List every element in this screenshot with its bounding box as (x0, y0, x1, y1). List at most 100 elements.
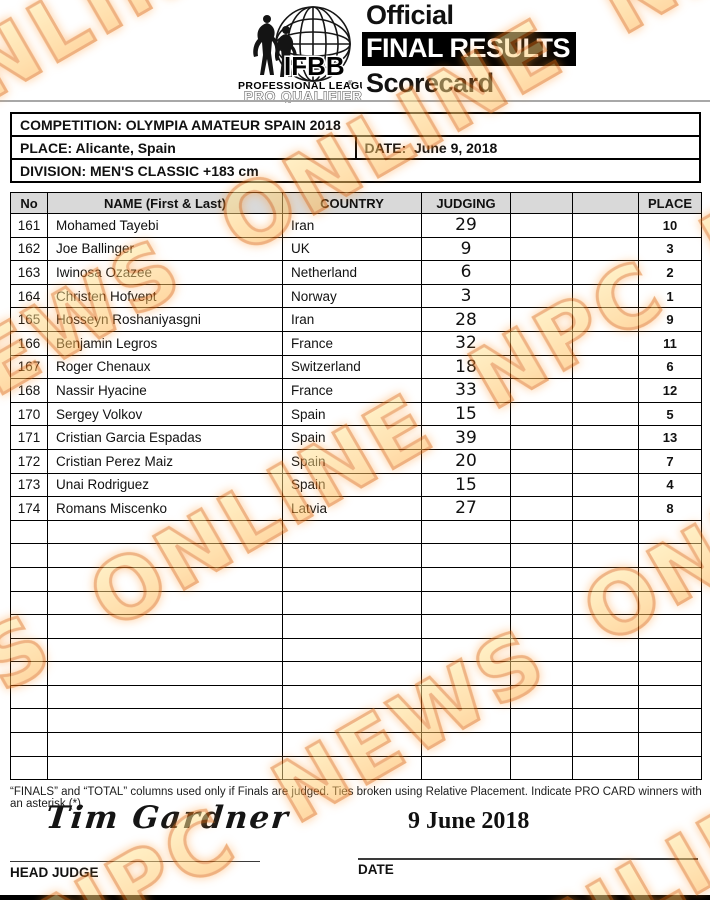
cell-total (572, 637, 639, 663)
cell-place (638, 708, 702, 734)
cell-name: Christen Hofvept (47, 283, 283, 309)
cell-no (10, 684, 48, 710)
cell-finals (510, 661, 573, 686)
cell-place (638, 566, 702, 592)
date-label: DATE (358, 862, 394, 877)
page-bottom-border (0, 895, 710, 900)
cell-no: 172 (10, 448, 48, 474)
cell-place: 12 (638, 378, 702, 403)
cell-name (47, 755, 283, 781)
cell-judging: 15 (421, 472, 511, 498)
cell-finals (510, 755, 573, 781)
cell-no: 164 (10, 283, 48, 309)
cell-country: Latvia (282, 496, 422, 521)
cell-judging (421, 590, 511, 616)
cell-finals (510, 307, 573, 332)
cell-country (282, 732, 422, 757)
cell-no: 167 (10, 354, 48, 380)
cell-total (572, 732, 639, 757)
cell-name (47, 543, 283, 568)
cell-country (282, 590, 422, 616)
header-name: NAME (First & Last) (47, 192, 283, 214)
cell-finals (510, 684, 573, 710)
cell-no: 173 (10, 472, 48, 498)
cell-finals (510, 354, 573, 380)
cell-name (47, 684, 283, 710)
cell-total (572, 354, 639, 380)
competition-cell: COMPETITION: OLYMPIA AMATEUR SPAIN 2018 (10, 112, 701, 137)
cell-no: 170 (10, 401, 48, 427)
cell-total (572, 708, 639, 734)
cell-place: 5 (638, 401, 702, 427)
title-final-results: FINAL RESULTS (362, 32, 577, 67)
cell-no: 174 (10, 496, 48, 521)
cell-judging: 29 (421, 213, 511, 238)
cell-judging: 3 (421, 283, 511, 309)
cell-no: 171 (10, 425, 48, 450)
cell-judging: 6 (421, 260, 511, 285)
pro-qualifier-wordmark: PRO QUALIFIER (244, 89, 362, 103)
cell-finals (510, 236, 573, 262)
header-judging: JUDGING (421, 192, 511, 214)
cell-no (10, 519, 48, 545)
cell-name: Benjamin Legros (47, 330, 283, 356)
cell-country (282, 661, 422, 686)
table-row: 171 Cristian Garcia Espadas Spain 39 13 (10, 425, 702, 450)
cell-country (282, 543, 422, 568)
cell-finals (510, 590, 573, 616)
header-place: PLACE (638, 192, 702, 214)
results-header-row: No NAME (First & Last) COUNTRY JUDGING P… (10, 192, 702, 214)
cell-judging: 9 (421, 236, 511, 262)
cell-place (638, 732, 702, 757)
cell-total (572, 496, 639, 521)
bodybuilder-figures-icon (253, 15, 297, 77)
header-divider (0, 100, 710, 102)
signature-date: 9 June 2018 (408, 808, 530, 834)
cell-finals (510, 566, 573, 592)
cell-finals (510, 378, 573, 403)
cell-finals (510, 614, 573, 639)
cell-name: Cristian Garcia Espadas (47, 425, 283, 450)
empty-table-row (10, 732, 702, 757)
cell-finals (510, 543, 573, 568)
cell-judging (421, 755, 511, 781)
cell-total (572, 330, 639, 356)
cell-no: 168 (10, 378, 48, 403)
document-title: Official FINAL RESULTS Scorecard (362, 0, 577, 98)
table-row: 174 Romans Miscenko Latvia 27 8 (10, 496, 702, 521)
empty-table-row (10, 755, 702, 781)
cell-judging (421, 637, 511, 663)
cell-no: 163 (10, 260, 48, 285)
cell-judging (421, 661, 511, 686)
place-cell: PLACE: Alicante, Spain (10, 135, 357, 160)
cell-judging (421, 732, 511, 757)
cell-no (10, 708, 48, 734)
empty-table-row (10, 590, 702, 616)
header-total (572, 192, 639, 214)
table-row: 168 Nassir Hyacine France 33 12 (10, 378, 702, 403)
table-row: 173 Unai Rodriguez Spain 15 4 (10, 472, 702, 498)
empty-table-row (10, 614, 702, 639)
place-date-row: PLACE: Alicante, Spain DATE: June 9, 201… (10, 135, 701, 160)
cell-place (638, 684, 702, 710)
empty-table-row (10, 519, 702, 545)
cell-finals (510, 283, 573, 309)
table-row: 163 Iwinosa Ozazee Netherland 6 2 (10, 260, 702, 285)
division-cell: DIVISION: MEN'S CLASSIC +183 cm (10, 158, 701, 183)
cell-place: 4 (638, 472, 702, 498)
cell-name: Joe Ballinger (47, 236, 283, 262)
cell-name: Mohamed Tayebi (47, 213, 283, 238)
cell-place: 7 (638, 448, 702, 474)
cell-judging: 32 (421, 330, 511, 356)
competition-info-table: COMPETITION: OLYMPIA AMATEUR SPAIN 2018 … (10, 112, 701, 183)
cell-name (47, 590, 283, 616)
cell-no: 166 (10, 330, 48, 356)
footnote: “FINALS” and “TOTAL” columns used only i… (10, 786, 702, 810)
cell-country: France (282, 330, 422, 356)
table-row: 165 Hosseyn Roshaniyasgni Iran 28 9 (10, 307, 702, 332)
cell-judging: 33 (421, 378, 511, 403)
cell-country: Iran (282, 307, 422, 332)
cell-place: 9 (638, 307, 702, 332)
cell-no (10, 637, 48, 663)
cell-place: 3 (638, 236, 702, 262)
